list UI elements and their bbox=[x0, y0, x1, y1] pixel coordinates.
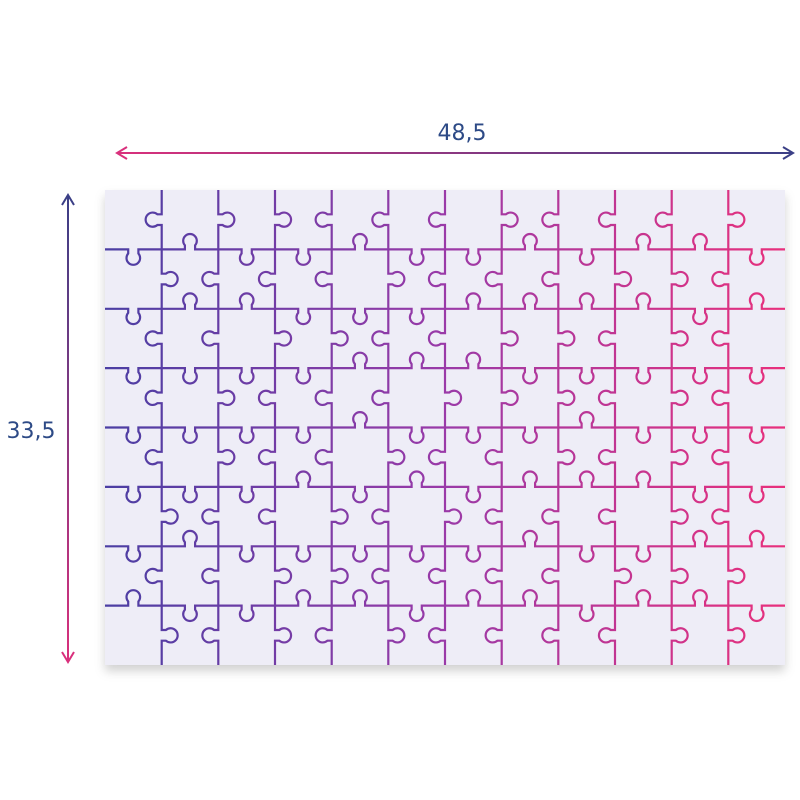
height-label: 33,5 bbox=[7, 419, 56, 444]
width-arrow bbox=[115, 146, 795, 160]
puzzle-pieces bbox=[105, 190, 785, 665]
height-arrow bbox=[61, 193, 75, 664]
piece-outlines bbox=[105, 190, 785, 665]
width-label: 48,5 bbox=[438, 121, 487, 146]
